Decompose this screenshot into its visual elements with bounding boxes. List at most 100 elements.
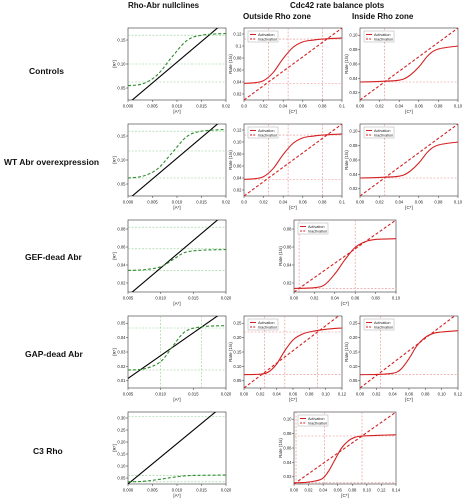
x-axis-label: [C*] — [289, 205, 297, 210]
header-nullclines: Rho-Abr nullclines — [128, 1, 200, 10]
y-tick-label: 0.08 — [349, 143, 358, 148]
series-line-1 — [128, 32, 226, 87]
x-tick-label: 0.00 — [356, 200, 365, 205]
x-tick-label: 0.015 — [196, 488, 207, 493]
x-tick-label: 0.02 — [376, 200, 385, 205]
series-line-0 — [244, 37, 342, 84]
x-tick-label: 0.015 — [196, 104, 207, 109]
y-axis-label: Rate (1/s) — [344, 150, 349, 170]
legend-box — [363, 30, 395, 43]
chart-wt-outside-rho: 0.0 0.02 0.04 0.06 0.08 0.1 0.02 0.04 0.06 0.08 0.… — [228, 123, 346, 210]
y-tick-label: 0.04 — [117, 335, 126, 340]
y-tick-label: 0.02 — [283, 280, 292, 285]
legend-label-inactivation: Inactivation — [258, 326, 277, 330]
y-tick-label: 0.25 — [233, 321, 242, 326]
y-tick-label: 0.04 — [283, 460, 292, 465]
plot-frame — [127, 315, 227, 389]
legend-box — [247, 318, 279, 331]
x-tick-label: 0.010 — [172, 488, 183, 493]
legend-box — [297, 222, 329, 235]
x-tick-label: 0.015 — [196, 200, 207, 205]
y-tick-label: 0.03 — [117, 349, 126, 354]
y-tick-label: 0.10 — [117, 157, 126, 162]
header-rate-balance: Cdc42 rate balance plots — [290, 1, 385, 10]
x-tick-label: 0.06 — [334, 488, 343, 493]
x-tick-label: 0.08 — [318, 104, 327, 109]
series-line-1 — [294, 412, 396, 484]
x-tick-label: 0.06 — [351, 296, 360, 301]
x-tick-label: 0.005 — [147, 104, 158, 109]
series-line-0 — [360, 330, 458, 376]
row-label-wt-abr-overexpression: WT Abr overexpression — [4, 157, 100, 167]
x-axis-label: [C*] — [405, 109, 413, 114]
x-tick-label: 0.10 — [322, 392, 331, 397]
x-tick-label: 0.06 — [299, 200, 308, 205]
y-tick-label: 0.04 — [233, 175, 242, 180]
series-line-0 — [128, 316, 219, 379]
chart-c3-nullcline: 0.000 0.005 0.010 0.015 0.020 0.05 0.10 0.15 0.2… — [112, 411, 232, 498]
row-label-controls: Controls — [29, 66, 64, 76]
x-tick-label: 0.000 — [123, 488, 134, 493]
x-tick-label: 0.020 — [221, 488, 232, 493]
series-line-0 — [360, 45, 458, 83]
y-tick-label: 0.15 — [349, 349, 358, 354]
x-tick-label: 0.02 — [260, 104, 269, 109]
x-tick-label: 0.00 — [240, 392, 249, 397]
legend-label-activation: Activation — [308, 225, 324, 229]
y-tick-label: 0.20 — [117, 439, 126, 444]
series-line-0 — [244, 327, 342, 376]
y-tick-label: 0.06 — [283, 244, 292, 249]
y-tick-label: 0.30 — [117, 415, 126, 420]
x-tick-label: 0.02 — [310, 296, 319, 301]
x-axis-label: [C*] — [341, 493, 349, 498]
y-tick-label: 0.04 — [117, 262, 126, 267]
y-tick-label: 0.20 — [349, 335, 358, 340]
legend-label-activation: Activation — [258, 33, 274, 37]
plot-frame — [127, 123, 227, 197]
y-tick-label: 0.04 — [283, 262, 292, 267]
chart-gefdead-rate: 0.00 0.02 0.04 0.06 0.08 0.10 0.02 0.04 0.06 0.08… — [278, 219, 401, 306]
y-tick-label: 0.02 — [283, 474, 292, 479]
x-tick-label: 0.14 — [392, 488, 401, 493]
y-tick-label: 0.12 — [233, 127, 242, 132]
x-tick-label: 0.015 — [188, 296, 199, 301]
plot-area — [360, 124, 458, 196]
y-tick-label: 0.1 — [236, 43, 242, 48]
y-tick-label: 0.15 — [233, 349, 242, 354]
x-tick-label: 0.005 — [147, 488, 158, 493]
chart-controls-outside-rho: 0.0 0.02 0.04 0.06 0.08 0.1 0.02 0.04 0.06 0.08 0.… — [228, 27, 346, 114]
y-tick-label: 0.05 — [117, 321, 126, 326]
legend-label-activation: Activation — [374, 321, 390, 325]
series-line-0 — [131, 124, 219, 196]
x-tick-label: 0.10 — [392, 296, 401, 301]
y-tick-label: 0.15 — [117, 451, 126, 456]
series-line-1 — [128, 128, 226, 179]
x-tick-label: 0.02 — [260, 200, 269, 205]
y-tick-label: 0.10 — [117, 463, 126, 468]
x-tick-label: 0.02 — [372, 392, 381, 397]
x-tick-label: 0.04 — [319, 488, 328, 493]
y-tick-label: 0.01 — [117, 378, 126, 383]
x-tick-label: 0.12 — [338, 392, 347, 397]
legend-label-activation: Activation — [374, 129, 390, 133]
y-axis-label: Rate (1/s) — [278, 438, 283, 458]
y-tick-label: 0.04 — [349, 172, 358, 177]
y-tick-label: 0.12 — [233, 31, 242, 36]
x-tick-label: 0.02 — [256, 392, 265, 397]
plot-area — [128, 412, 226, 484]
x-tick-label: 0.04 — [395, 104, 404, 109]
x-tick-label: 0.0 — [241, 104, 247, 109]
y-tick-label: 0.04 — [349, 76, 358, 81]
y-tick-label: 0.06 — [233, 163, 242, 168]
legend-label-activation: Activation — [308, 417, 324, 421]
x-tick-label: 0.10 — [454, 200, 463, 205]
plot-area — [128, 220, 226, 292]
x-tick-label: 0.0 — [241, 200, 247, 205]
x-tick-label: 0.06 — [299, 104, 308, 109]
y-tick-label: 0.10 — [349, 33, 358, 38]
header-outside-rho-zone: Outside Rho zone — [243, 12, 311, 21]
series-line-0 — [360, 141, 458, 179]
legend-label-inactivation: Inactivation — [308, 230, 327, 234]
legend-label-activation: Activation — [258, 321, 274, 325]
